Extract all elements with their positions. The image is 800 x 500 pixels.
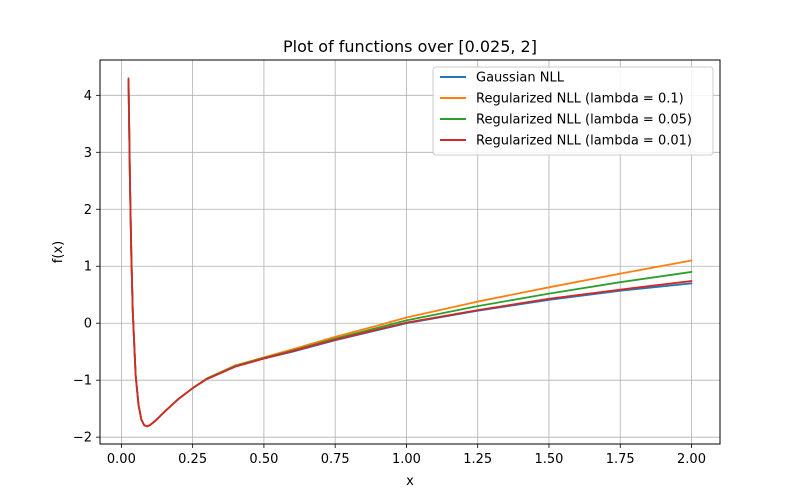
x-tick-label: 0.75	[321, 452, 350, 467]
chart-title: Plot of functions over [0.025, 2]	[283, 37, 537, 56]
legend-entry-label: Regularized NLL (lambda = 0.01)	[476, 134, 692, 149]
y-tick-label: 1	[84, 260, 92, 275]
legend-box	[432, 66, 714, 156]
legend-entry-label: Gaussian NLL	[476, 71, 565, 86]
plot-frame	[99, 59, 721, 445]
x-tick-label: 1.00	[392, 452, 421, 467]
x-tick-label: 0.50	[249, 452, 278, 467]
y-axis-label: f(x)	[51, 241, 66, 263]
legend: Gaussian NLL Regularized NLL (lambda = 0.…	[432, 66, 714, 156]
series-lines	[127, 77, 693, 428]
series-line-4	[127, 77, 693, 428]
y-tick-label: −1	[73, 374, 92, 389]
x-tick-label: 0.25	[178, 452, 207, 467]
legend-entry-label: Regularized NLL (lambda = 0.1)	[476, 92, 684, 107]
x-axis-label: x	[406, 474, 414, 489]
y-tick-label: 4	[84, 89, 92, 104]
x-tick-label: 0.00	[107, 452, 136, 467]
y-tick-label: −2	[73, 431, 92, 446]
axis-ticks: 0.00 0.25 0.50 0.75 1.00 1.25 1.50 1.75 2.00 −2 −1…	[73, 89, 706, 467]
y-tick-label: 0	[84, 317, 92, 332]
x-tick-label: 1.50	[534, 452, 563, 467]
x-tick-label: 1.75	[606, 452, 635, 467]
y-tick-label: 3	[84, 146, 92, 161]
x-tick-label: 2.00	[677, 452, 706, 467]
x-tick-label: 1.25	[463, 452, 492, 467]
legend-entry-label: Regularized NLL (lambda = 0.05)	[476, 113, 692, 128]
y-tick-label: 2	[84, 203, 92, 218]
